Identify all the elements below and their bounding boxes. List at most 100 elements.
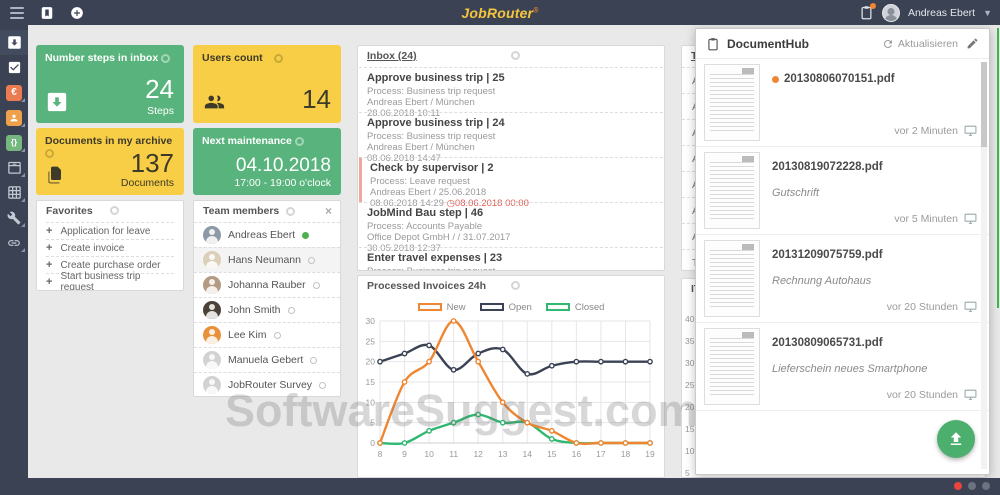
widget-title: Processed Invoices 24h [367,280,487,292]
presence-offline-dot [273,331,281,339]
team-member-row[interactable]: Manuela Gebert [194,347,340,372]
avatar[interactable] [881,3,900,22]
document-name: 20130819072228.pdf [772,161,883,173]
inbox-item-title: Check by supervisor | 2 [370,162,494,174]
scrollbar-track[interactable] [981,62,987,469]
favorite-label: Start business trip request [60,271,141,291]
plus-icon: + [46,225,53,237]
sidebar-item-invoices[interactable]: € [0,80,28,105]
document-thumbnail[interactable] [704,240,760,317]
inbox-item[interactable]: JobMind Bau step | 46 Process: Accounts P… [359,202,663,254]
close-icon[interactable]: × [324,204,332,218]
bookmark-icon[interactable] [40,6,54,20]
team-member-row[interactable]: Johanna Rauber [194,272,340,297]
svg-text:30: 30 [366,316,376,326]
legend-item[interactable]: Closed [545,302,604,313]
scrollbar-thumb[interactable] [981,62,987,147]
favorite-item[interactable]: + Start business trip request [46,271,174,291]
links-chain-icon [8,239,20,246]
favorite-item[interactable]: + Application for leave [46,222,174,239]
refresh-button[interactable]: Aktualisieren [882,38,958,50]
documents-icon [48,166,61,184]
legend-swatch [479,303,504,311]
document-row[interactable]: 20131209075759.pdf Rechnung Autohaus vor 2… [696,235,989,323]
inbox-item-info: Andreas Ebert / München [367,142,475,153]
team-member-row[interactable]: JobRouter Survey [194,372,340,396]
widget-users-count[interactable]: Users count 14 [193,45,341,123]
favorite-item[interactable]: + Create invoice [46,239,174,256]
widget-steps-inbox[interactable]: Number steps in inbox 24 Steps [36,45,184,123]
team-member-row[interactable]: John Smith [194,297,340,322]
presence-online-dot [302,231,310,239]
svg-text:5: 5 [370,418,375,428]
inbox-item[interactable]: Enter travel expenses | 23 Process: Busin… [359,247,663,270]
chevron-down-icon[interactable]: ▼ [983,7,992,18]
widget-processed-invoices: Processed Invoices 24h New Open Closed 0 5 1… [357,275,665,478]
document-thumbnail[interactable] [704,328,760,405]
monitor-icon [964,389,977,400]
inbox-item-title: Approve business trip | 25 [367,72,505,84]
inbox-item[interactable]: Approve business trip | 25 Process: Busin… [359,67,663,119]
it-chart-yaxis: 40 35 30 25 20 15 10 5 [682,308,985,477]
add-circle-icon[interactable] [70,6,84,20]
favorite-item[interactable]: + Create purchase order [46,256,174,273]
status-dot-gray-2[interactable] [982,482,990,490]
widget-archive-documents[interactable]: Documents in my archive 137 Documents [36,128,184,195]
inbox-item-info: Andreas Ebert / 25.06.2018 [370,187,487,198]
legend-swatch [545,303,570,311]
member-name: John Smith [228,304,281,316]
sidebar-item-tasks[interactable] [0,55,28,80]
inbox-tray-icon [47,92,67,112]
svg-text:20: 20 [366,357,376,367]
favorite-label: Application for leave [60,225,151,237]
legend-item[interactable]: New [417,302,466,313]
status-dot-red[interactable] [954,482,962,490]
team-member-row[interactable]: Hans Neumann [194,247,340,272]
sidebar-item-processes[interactable]: {} [0,130,28,155]
sidebar-item-contacts[interactable] [0,105,28,130]
upload-button[interactable] [937,420,975,458]
document-note: Lieferschein neues Smartphone [772,363,928,375]
yaxis-tick-label: 35 [685,336,695,346]
app-logo: JobRouter® [461,4,539,21]
inbox-title-link[interactable]: Inbox (24) [367,50,417,62]
edit-pencil-icon[interactable] [966,37,979,50]
svg-text:14: 14 [523,449,533,459]
sidebar-item-tables[interactable] [0,180,28,205]
presence-offline-dot [319,381,327,389]
legend-item[interactable]: Open [479,302,532,313]
menu-icon[interactable] [10,6,24,19]
document-list: 20130806070151.pdf vor 2 Minuten 201308190… [696,59,989,411]
clipboard-icon[interactable] [859,3,876,20]
sidebar-item-tools[interactable] [0,205,28,230]
plus-icon: + [46,242,53,254]
plus-icon: + [46,259,53,271]
member-avatar [203,226,221,244]
document-note: Gutschrift [772,187,820,199]
document-name: 20130809065731.pdf [772,337,883,349]
status-dot-gray-1[interactable] [968,482,976,490]
widget-next-maintenance[interactable]: Next maintenance 04.10.2018 17:00 - 19:0… [193,128,341,195]
inbox-item-date: 30.05.2018 12:37 [367,243,441,254]
document-row[interactable]: 20130809065731.pdf Lieferschein neues Sma… [696,323,989,411]
member-name: JobRouter Survey [228,379,313,391]
sidebar-item-links[interactable] [0,230,28,255]
user-name[interactable]: Andreas Ebert [907,6,976,19]
sidebar-item-archive[interactable] [0,155,28,180]
widget-inbox: Inbox (24) Approve business trip | 25 Pro… [357,45,665,271]
yaxis-tick-label: 10 [685,446,695,456]
widget-favorites: Favorites + Application for leave + Create … [36,200,184,291]
team-member-row[interactable]: Andreas Ebert [194,222,340,247]
svg-text:11: 11 [449,449,458,459]
document-thumbnail[interactable] [704,64,760,141]
svg-text:17: 17 [596,449,606,459]
document-row[interactable]: 20130806070151.pdf vor 2 Minuten [696,59,989,147]
inbox-item[interactable]: Check by supervisor | 2 Process: Leave re… [359,157,663,209]
inbox-item[interactable]: Approve business trip | 24 Process: Busin… [359,112,663,164]
document-thumbnail[interactable] [704,152,760,229]
member-name: Andreas Ebert [228,229,296,241]
chart-legend: New Open Closed [358,299,664,315]
document-row[interactable]: 20130819072228.pdf Gutschrift vor 5 Minute… [696,147,989,235]
sidebar-item-inbox[interactable] [0,30,28,55]
team-member-row[interactable]: Lee Kim [194,322,340,347]
